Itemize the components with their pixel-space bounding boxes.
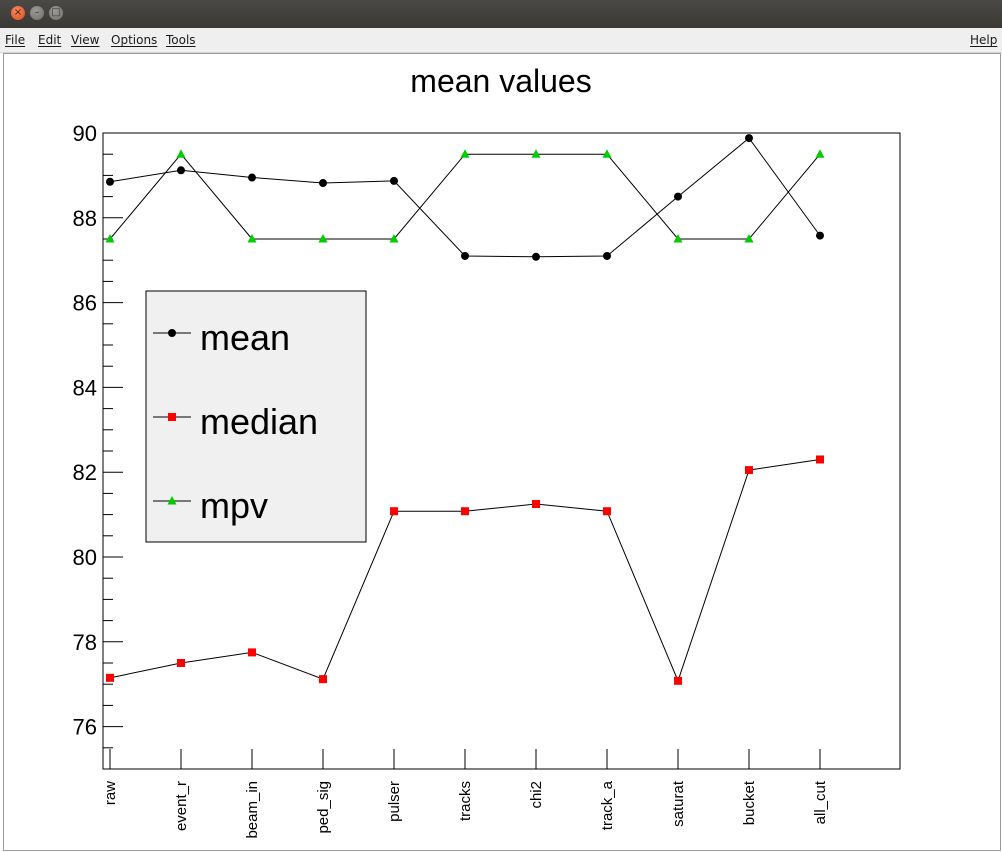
menu-edit[interactable]: Edit	[38, 33, 62, 47]
x-tick-label: event_r	[173, 781, 190, 831]
y-tick-label: 90	[73, 121, 97, 146]
legend-marker-mean	[168, 329, 176, 337]
data-point-mpv	[744, 234, 754, 243]
data-point-median	[816, 455, 824, 464]
series-mpv	[105, 149, 825, 243]
menu-tools[interactable]: Tools	[166, 33, 196, 47]
data-point-mpv	[247, 234, 257, 243]
x-axis: raw event_r beam_in ped_sig pulser tracks chi2…	[102, 749, 829, 839]
x-tick-label: chi2	[528, 781, 545, 809]
data-point-mpv	[389, 234, 399, 243]
data-point-mean	[603, 251, 611, 260]
series-median	[106, 455, 824, 685]
x-tick-label: beam_in	[244, 781, 261, 839]
data-point-mean	[390, 176, 398, 185]
data-point-median	[106, 673, 114, 682]
data-point-mean	[674, 192, 682, 201]
y-tick-label: 88	[73, 206, 97, 231]
y-tick-label: 80	[73, 545, 97, 570]
y-tick-label: 86	[73, 291, 97, 316]
minimize-icon[interactable]: –	[30, 6, 44, 20]
y-axis: 76 78 80 82 84 86 88 90	[73, 121, 123, 770]
data-point-median	[177, 659, 185, 667]
data-point-median	[745, 466, 753, 475]
menu-view[interactable]: View	[71, 33, 100, 47]
data-point-mpv	[105, 234, 115, 243]
data-point-mean	[745, 134, 753, 143]
close-icon[interactable]: ×	[11, 6, 25, 20]
legend-label-mean: mean	[200, 317, 290, 358]
data-point-median	[461, 507, 469, 516]
data-point-mpv	[673, 234, 683, 243]
data-point-mpv	[531, 149, 541, 158]
x-tick-label: track_a	[599, 780, 616, 830]
x-tick-label: saturat	[670, 780, 687, 827]
legend-marker-mpv	[167, 496, 177, 505]
series-mean	[106, 134, 824, 261]
data-point-median	[390, 507, 398, 516]
data-point-median	[532, 500, 540, 508]
title-bar: × – □	[0, 0, 1002, 28]
data-point-median	[603, 507, 611, 516]
data-point-mean	[461, 251, 469, 260]
data-point-mpv	[602, 149, 612, 158]
menu-options[interactable]: Options	[111, 33, 158, 47]
x-tick-label: bucket	[741, 780, 758, 825]
y-tick-label: 76	[73, 715, 97, 740]
y-tick-label: 84	[73, 375, 97, 400]
chart-title: mean values	[410, 63, 591, 99]
legend: mean median mpv	[145, 290, 367, 543]
x-tick-label: pulser	[386, 781, 403, 822]
legend-label-median: median	[200, 401, 318, 442]
x-tick-label: all_cut	[812, 780, 829, 824]
data-point-mean	[816, 231, 824, 240]
data-point-mean	[248, 173, 256, 182]
data-point-mpv	[176, 149, 186, 158]
menu-file[interactable]: File	[5, 33, 26, 47]
y-tick-label: 78	[73, 630, 97, 655]
data-point-median	[319, 675, 327, 684]
data-point-mean	[106, 177, 114, 186]
data-point-median	[248, 648, 256, 657]
legend-label-mpv: mpv	[200, 485, 268, 526]
data-point-mean	[532, 252, 540, 261]
maximize-icon[interactable]: □	[49, 6, 63, 20]
x-tick-label: ped_sig	[315, 781, 332, 834]
x-tick-label: tracks	[457, 781, 474, 821]
data-point-mpv	[318, 234, 328, 243]
data-point-mpv	[460, 149, 470, 158]
data-point-mean	[319, 179, 327, 188]
data-point-mpv	[815, 149, 825, 158]
data-point-mean	[177, 166, 185, 175]
menu-bar: File Edit View Options Tools Help	[0, 28, 1002, 53]
x-tick-label: raw	[102, 781, 119, 805]
data-point-median	[674, 676, 682, 685]
legend-marker-median	[168, 413, 176, 421]
menu-help[interactable]: Help	[970, 33, 998, 47]
series-layer	[105, 134, 825, 685]
y-tick-label: 82	[73, 460, 97, 485]
